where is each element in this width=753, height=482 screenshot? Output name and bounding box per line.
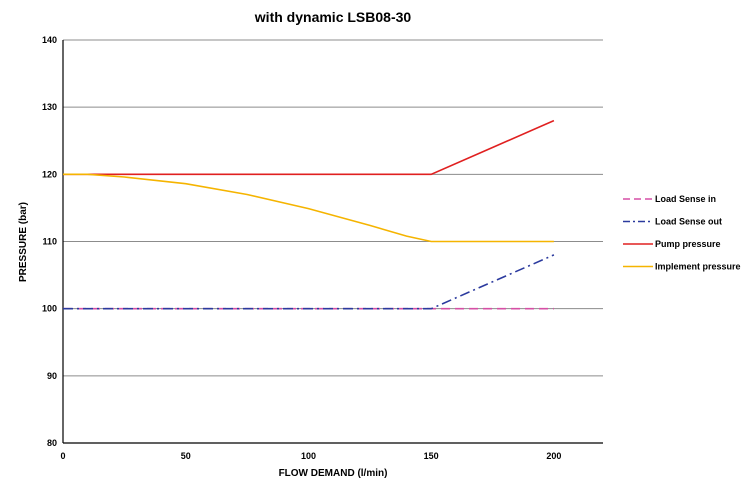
x-tick-label: 100 — [301, 451, 316, 461]
legend-label: Implement pressure — [655, 262, 741, 272]
plot-area — [63, 119, 555, 310]
y-tick-label: 90 — [47, 371, 57, 381]
y-tick-label: 140 — [42, 35, 57, 45]
y-tick-label: 80 — [47, 438, 57, 448]
legend-label: Load Sense out — [655, 217, 722, 227]
y-tick-label: 130 — [42, 102, 57, 112]
legend: Load Sense in Load Sense out Pump pressure… — [623, 194, 741, 272]
legend-label: Load Sense in — [655, 194, 716, 204]
y-tick-label: 110 — [42, 237, 57, 247]
x-tick-label: 150 — [424, 451, 439, 461]
x-tick-label: 200 — [546, 451, 561, 461]
series-line-3 — [63, 119, 555, 176]
y-tick-label: 120 — [42, 169, 57, 179]
y-tick-label: 100 — [42, 304, 57, 314]
axes — [62, 40, 603, 444]
y-axis-label: PRESSURE (bar) — [18, 202, 29, 282]
series-line-4 — [63, 173, 554, 243]
x-axis-label: FLOW DEMAND (l/min) — [279, 468, 388, 479]
x-tick-label: 50 — [181, 451, 191, 461]
series-line-2 — [63, 254, 555, 310]
chart-title: with dynamic LSB08-30 — [254, 9, 412, 25]
legend-label: Pump pressure — [655, 239, 721, 249]
x-tick-label: 0 — [60, 451, 65, 461]
tick-labels: 80 90 100 110 120 130 140 0 50 100 150 200 — [42, 35, 561, 461]
